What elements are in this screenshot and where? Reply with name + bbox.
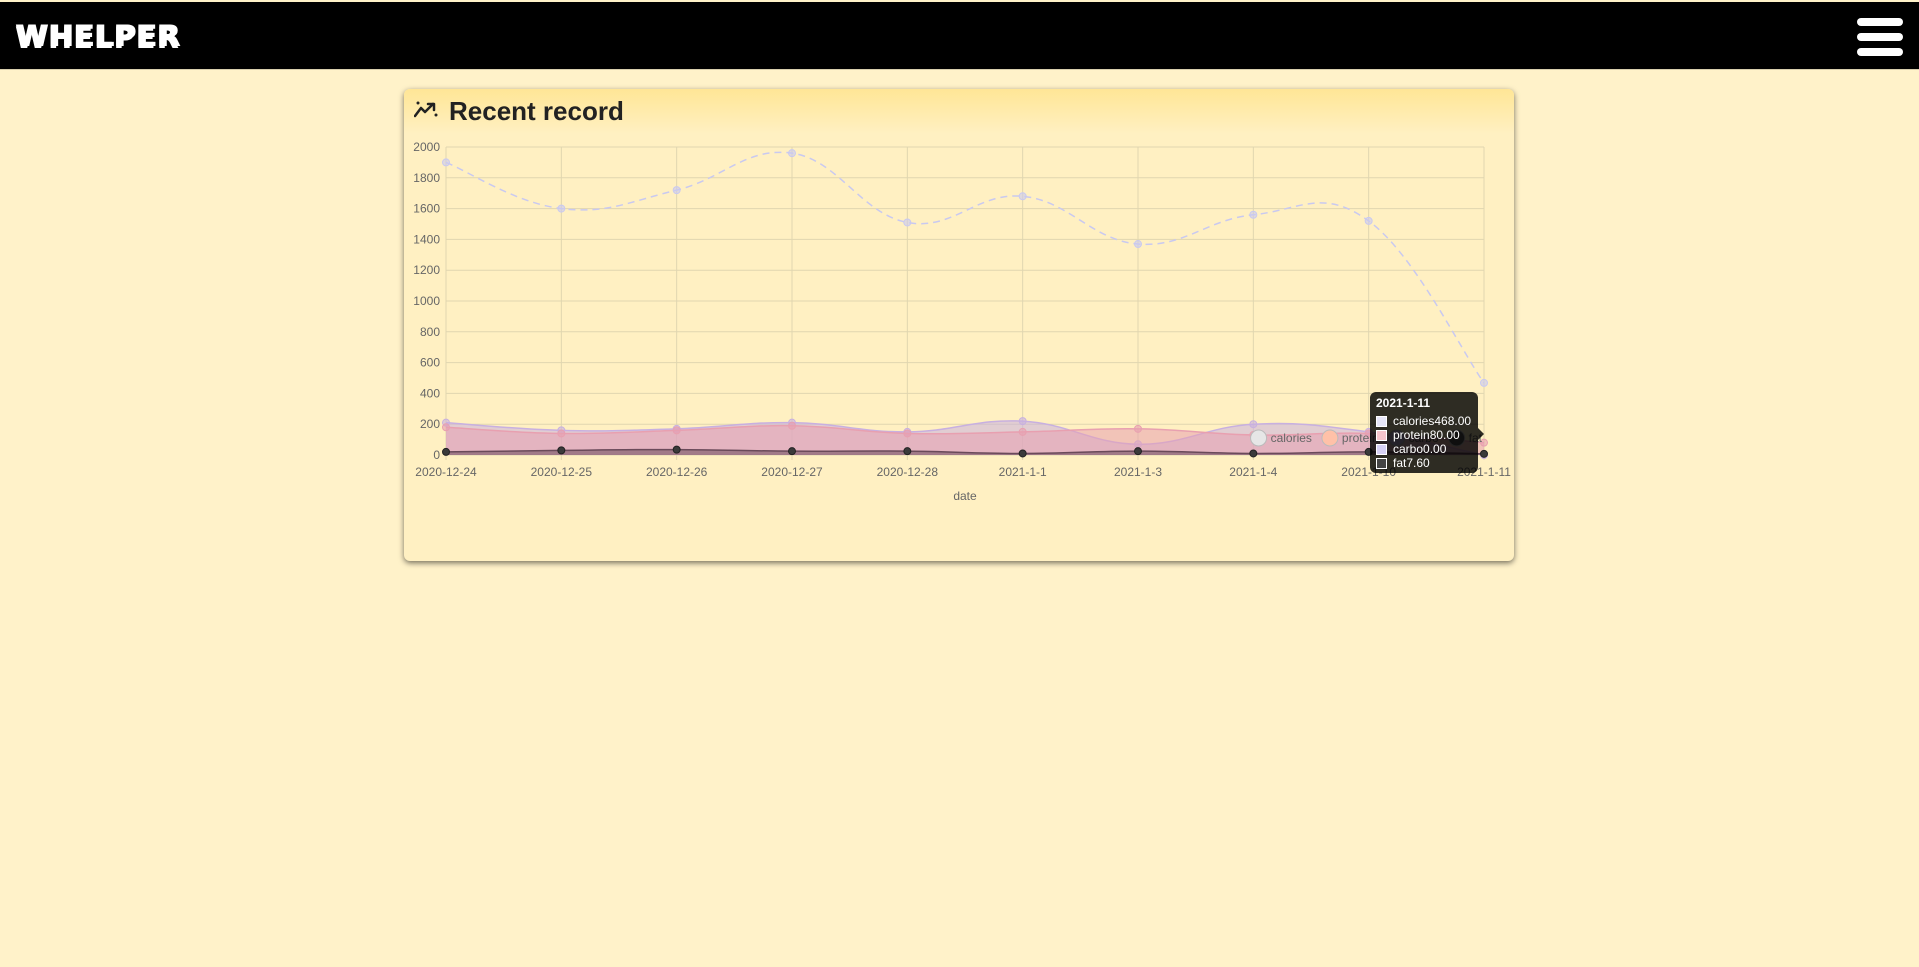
series-area-protein xyxy=(446,425,1484,455)
menu-bar xyxy=(1857,18,1903,26)
x-tick-label: 2021-1-1 xyxy=(999,465,1047,479)
tooltip-row-label: protein80.00 xyxy=(1393,428,1460,442)
y-tick-label: 200 xyxy=(420,417,440,431)
x-tick-label: 2020-12-25 xyxy=(531,465,593,479)
y-tick-label: 1800 xyxy=(413,171,440,185)
data-point-calories xyxy=(1134,240,1142,249)
data-point-protein xyxy=(672,426,681,435)
data-point-calories xyxy=(557,204,566,213)
series-line-calories xyxy=(445,151,1485,384)
x-tick-label: 2021-1-4 xyxy=(1229,465,1277,479)
data-point-protein xyxy=(788,421,796,430)
data-point-protein xyxy=(903,429,912,438)
data-point-fat xyxy=(442,447,450,456)
legend-label-calories: calories xyxy=(1271,431,1312,445)
x-tick-label: 2020-12-27 xyxy=(761,465,823,479)
tooltip-row: carbo0.00 xyxy=(1376,442,1472,456)
data-point-calories xyxy=(903,218,912,227)
x-tick-label: 2020-12-26 xyxy=(646,465,708,479)
x-axis-label: date xyxy=(953,489,977,503)
data-point-carbo xyxy=(1249,420,1258,429)
data-point-calories xyxy=(1249,210,1258,219)
recent-record-card: Recent record 0 200 400 600 800 1000 1200 1400 1… xyxy=(404,89,1514,561)
tooltip-row: calories468.00 xyxy=(1376,414,1472,428)
card-header: Recent record xyxy=(404,89,1514,134)
legend-swatch-protein xyxy=(1321,429,1339,447)
data-point-calories xyxy=(1364,216,1373,225)
data-point-calories xyxy=(788,149,796,158)
data-point-calories xyxy=(1480,378,1488,387)
y-tick-label: 1600 xyxy=(413,202,440,216)
data-point-fat xyxy=(1249,449,1258,458)
data-point-protein xyxy=(1134,424,1142,433)
data-point-fat xyxy=(903,447,912,456)
x-tick-label: 2020-12-24 xyxy=(415,465,477,479)
data-point-fat xyxy=(1018,449,1027,458)
data-point-protein xyxy=(1018,427,1027,436)
x-tick-label: 2021-1-3 xyxy=(1114,465,1162,479)
data-point-fat xyxy=(788,447,796,456)
series-line-fat xyxy=(445,448,1485,455)
data-point-calories xyxy=(442,158,450,167)
y-tick-label: 2000 xyxy=(413,140,440,154)
y-tick-label: 800 xyxy=(420,325,440,339)
y-tick-label: 0 xyxy=(433,448,440,462)
data-point-calories xyxy=(672,186,681,195)
hamburger-menu-icon[interactable] xyxy=(1855,16,1905,60)
data-point-fat xyxy=(1134,447,1142,456)
card-title: Recent record xyxy=(449,96,624,126)
data-point-calories xyxy=(1018,192,1027,201)
y-tick-label: 600 xyxy=(420,356,440,370)
nutrition-chart[interactable]: 0 200 400 600 800 1000 1200 1400 1600 1800 2000 202… xyxy=(404,89,1514,561)
menu-bar xyxy=(1857,33,1903,41)
y-tick-label: 1200 xyxy=(413,263,440,277)
chart-tooltip: 2021-1-11 calories468.00 protein80.00 ca… xyxy=(1370,392,1484,473)
legend-label-protein: protein xyxy=(1342,431,1379,445)
tooltip-row-label: calories468.00 xyxy=(1393,414,1472,428)
series-line-carbo xyxy=(445,420,1485,456)
data-point-carbo xyxy=(1018,417,1027,426)
trending-chart-icon xyxy=(414,101,438,118)
x-tick-label: 2020-12-28 xyxy=(877,465,939,479)
data-point-protein xyxy=(557,429,566,438)
tooltip-title: 2021-1-11 xyxy=(1376,396,1431,410)
menu-bar xyxy=(1857,48,1903,56)
tooltip-row-label: carbo0.00 xyxy=(1393,442,1447,456)
data-point-protein xyxy=(1480,438,1488,447)
brand-logo[interactable]: WHELPER xyxy=(15,19,180,53)
tooltip-row: fat7.60 xyxy=(1376,456,1472,470)
y-tick-label: 1400 xyxy=(413,232,440,246)
y-tick-label: 400 xyxy=(420,386,440,400)
tooltip-row: protein80.00 xyxy=(1376,428,1472,442)
data-point-protein xyxy=(442,423,450,432)
legend-swatch-calories xyxy=(1250,429,1268,447)
top-navbar: WHELPER xyxy=(0,0,1919,70)
data-point-fat xyxy=(557,446,566,455)
tooltip-row-label: fat7.60 xyxy=(1393,456,1430,470)
series-line-protein xyxy=(445,424,1485,444)
data-point-fat xyxy=(672,445,681,454)
data-point-fat xyxy=(1480,449,1488,458)
y-tick-label: 1000 xyxy=(413,294,440,308)
